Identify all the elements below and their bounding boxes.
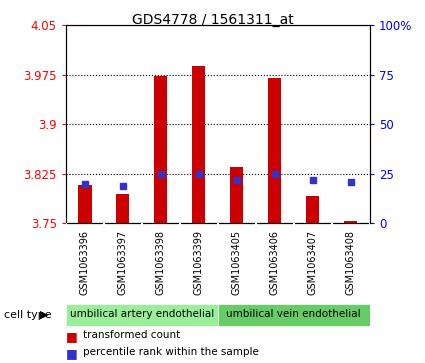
Text: umbilical artery endothelial: umbilical artery endothelial [70,309,214,319]
Text: GSM1063408: GSM1063408 [346,230,356,295]
Text: ■: ■ [66,347,78,360]
Bar [268,78,281,223]
Text: GSM1063399: GSM1063399 [194,230,204,295]
Text: GDS4778 / 1561311_at: GDS4778 / 1561311_at [132,13,293,27]
Text: cell type: cell type [4,310,52,320]
Text: ▶: ▶ [40,310,49,320]
Text: percentile rank within the sample: percentile rank within the sample [83,347,259,357]
Text: GSM1063398: GSM1063398 [156,230,166,295]
Bar [192,66,205,223]
Bar [154,76,167,223]
Bar [78,185,91,223]
Bar [306,196,320,223]
Bar [230,167,244,223]
Bar [344,221,357,223]
Bar [218,304,370,326]
Text: GSM1063407: GSM1063407 [308,230,318,295]
Text: GSM1063397: GSM1063397 [118,230,128,295]
Text: GSM1063406: GSM1063406 [270,230,280,295]
Bar [66,304,218,326]
Bar [116,193,130,223]
Text: transformed count: transformed count [83,330,180,340]
Text: GSM1063405: GSM1063405 [232,230,242,295]
Text: GSM1063396: GSM1063396 [80,230,90,295]
Text: umbilical vein endothelial: umbilical vein endothelial [227,309,361,319]
Text: ■: ■ [66,330,78,343]
